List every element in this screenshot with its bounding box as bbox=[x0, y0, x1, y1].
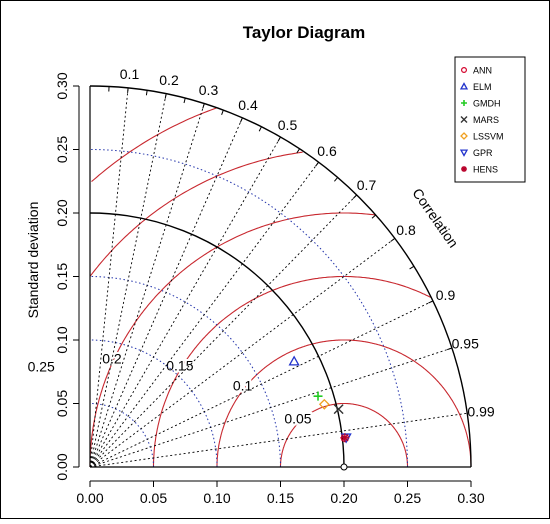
correlation-minor-tick bbox=[128, 88, 129, 93]
correlation-label-0.3: 0.3 bbox=[199, 82, 219, 98]
correlation-label-0.99: 0.99 bbox=[467, 403, 494, 419]
x-tick-label-0.15: 0.15 bbox=[267, 490, 294, 506]
y-tick-label-0.00: 0.00 bbox=[54, 453, 70, 480]
rmsd-label-0.2: 0.2 bbox=[102, 351, 122, 367]
legend-label-gmdh: GMDH bbox=[473, 99, 501, 109]
y-tick-label-0.30: 0.30 bbox=[54, 72, 70, 99]
x-tick-label-0.00: 0.00 bbox=[76, 490, 103, 506]
legend: ANN ELM GMDH MARS LSSVM GPR HENS bbox=[455, 57, 525, 182]
correlation-label-0.5: 0.5 bbox=[278, 117, 298, 133]
x-tick-label-0.25: 0.25 bbox=[394, 490, 421, 506]
correlation-label-0.8: 0.8 bbox=[396, 222, 416, 238]
legend-label-mars: MARS bbox=[473, 115, 499, 125]
x-tick-label-0.20: 0.20 bbox=[330, 490, 357, 506]
point-hens bbox=[340, 433, 349, 442]
reference-point bbox=[341, 464, 347, 470]
legend-label-elm: ELM bbox=[473, 82, 492, 92]
y-tick-label-0.20: 0.20 bbox=[54, 199, 70, 226]
correlation-label-0.2: 0.2 bbox=[159, 72, 179, 88]
correlation-label-0.6: 0.6 bbox=[317, 143, 337, 159]
correlation-label-0.95: 0.95 bbox=[452, 336, 479, 352]
rmsd-label-0.05: 0.05 bbox=[284, 410, 311, 426]
correlation-label-0.9: 0.9 bbox=[436, 287, 456, 303]
x-tick-label-0.30: 0.30 bbox=[457, 490, 484, 506]
y-tick-label-0.05: 0.05 bbox=[54, 390, 70, 417]
correlation-label-0.4: 0.4 bbox=[238, 97, 258, 113]
legend-label-hens: HENS bbox=[473, 165, 498, 175]
chart-title: Taylor Diagram bbox=[243, 23, 366, 42]
rmsd-label-0.1: 0.1 bbox=[233, 378, 253, 394]
y-tick-label-0.25: 0.25 bbox=[54, 136, 70, 163]
correlation-label-0.7: 0.7 bbox=[357, 177, 377, 193]
x-tick-label-0.10: 0.10 bbox=[203, 490, 230, 506]
legend-label-gpr: GPR bbox=[473, 148, 493, 158]
y-axis-label: Standard deviation bbox=[25, 202, 41, 319]
y-tick-label-0.15: 0.15 bbox=[54, 263, 70, 290]
legend-marker-hens bbox=[461, 166, 467, 172]
legend-label-ann: ANN bbox=[473, 66, 492, 76]
x-tick-label-0.05: 0.05 bbox=[140, 490, 167, 506]
correlation-label-0.1: 0.1 bbox=[120, 66, 140, 82]
legend-label-lssvm: LSSVM bbox=[473, 132, 504, 142]
rmsd-label-0.15: 0.15 bbox=[166, 357, 193, 373]
rmsd-label-0.25: 0.25 bbox=[28, 359, 55, 375]
y-tick-label-0.10: 0.10 bbox=[54, 326, 70, 353]
